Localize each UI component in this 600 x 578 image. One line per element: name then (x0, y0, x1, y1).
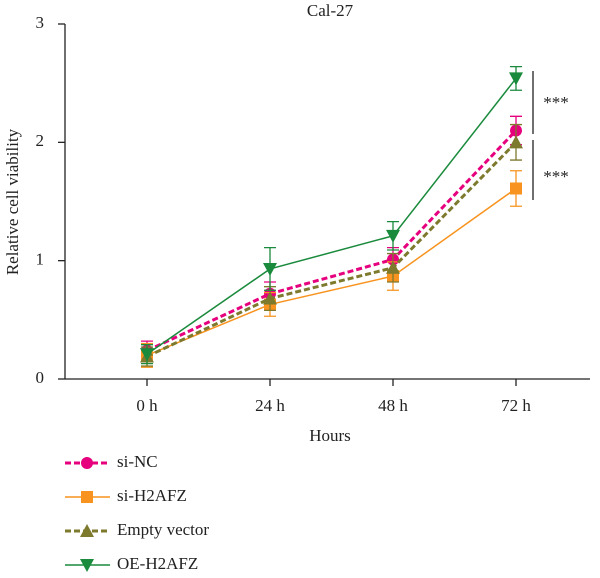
series-line (146, 77, 517, 355)
legend-label: si-H2AFZ (117, 486, 187, 505)
series-line (146, 129, 518, 352)
x-tick-label: 48 h (378, 396, 408, 415)
marker (509, 72, 523, 86)
legend-label: Empty vector (117, 520, 209, 539)
marker (81, 491, 93, 503)
marker (263, 262, 277, 276)
y-axis-label: Relative cell viability (3, 128, 22, 275)
marker (386, 229, 400, 243)
legend-label: si-NC (117, 452, 158, 471)
series-line (146, 141, 518, 358)
marker (80, 559, 94, 572)
marker (509, 135, 523, 149)
marker (80, 524, 94, 537)
marker (140, 348, 154, 362)
marker (81, 457, 93, 469)
marker (386, 260, 400, 274)
marker (510, 182, 522, 195)
y-tick-label: 3 (36, 13, 45, 32)
y-tick-label: 2 (36, 131, 45, 150)
legend-label: OE-H2AFZ (117, 554, 198, 573)
y-tick-label: 0 (36, 368, 45, 387)
y-tick-label: 1 (36, 250, 45, 269)
x-tick-label: 72 h (501, 396, 531, 415)
x-axis-label: Hours (309, 426, 351, 445)
marker (263, 291, 277, 305)
annotation: *** (543, 93, 569, 112)
x-tick-label: 24 h (255, 396, 285, 415)
x-tick-label: 0 h (136, 396, 158, 415)
series-line (146, 187, 517, 357)
annotation: *** (543, 167, 569, 186)
chart-title: Cal-27 (307, 1, 354, 20)
